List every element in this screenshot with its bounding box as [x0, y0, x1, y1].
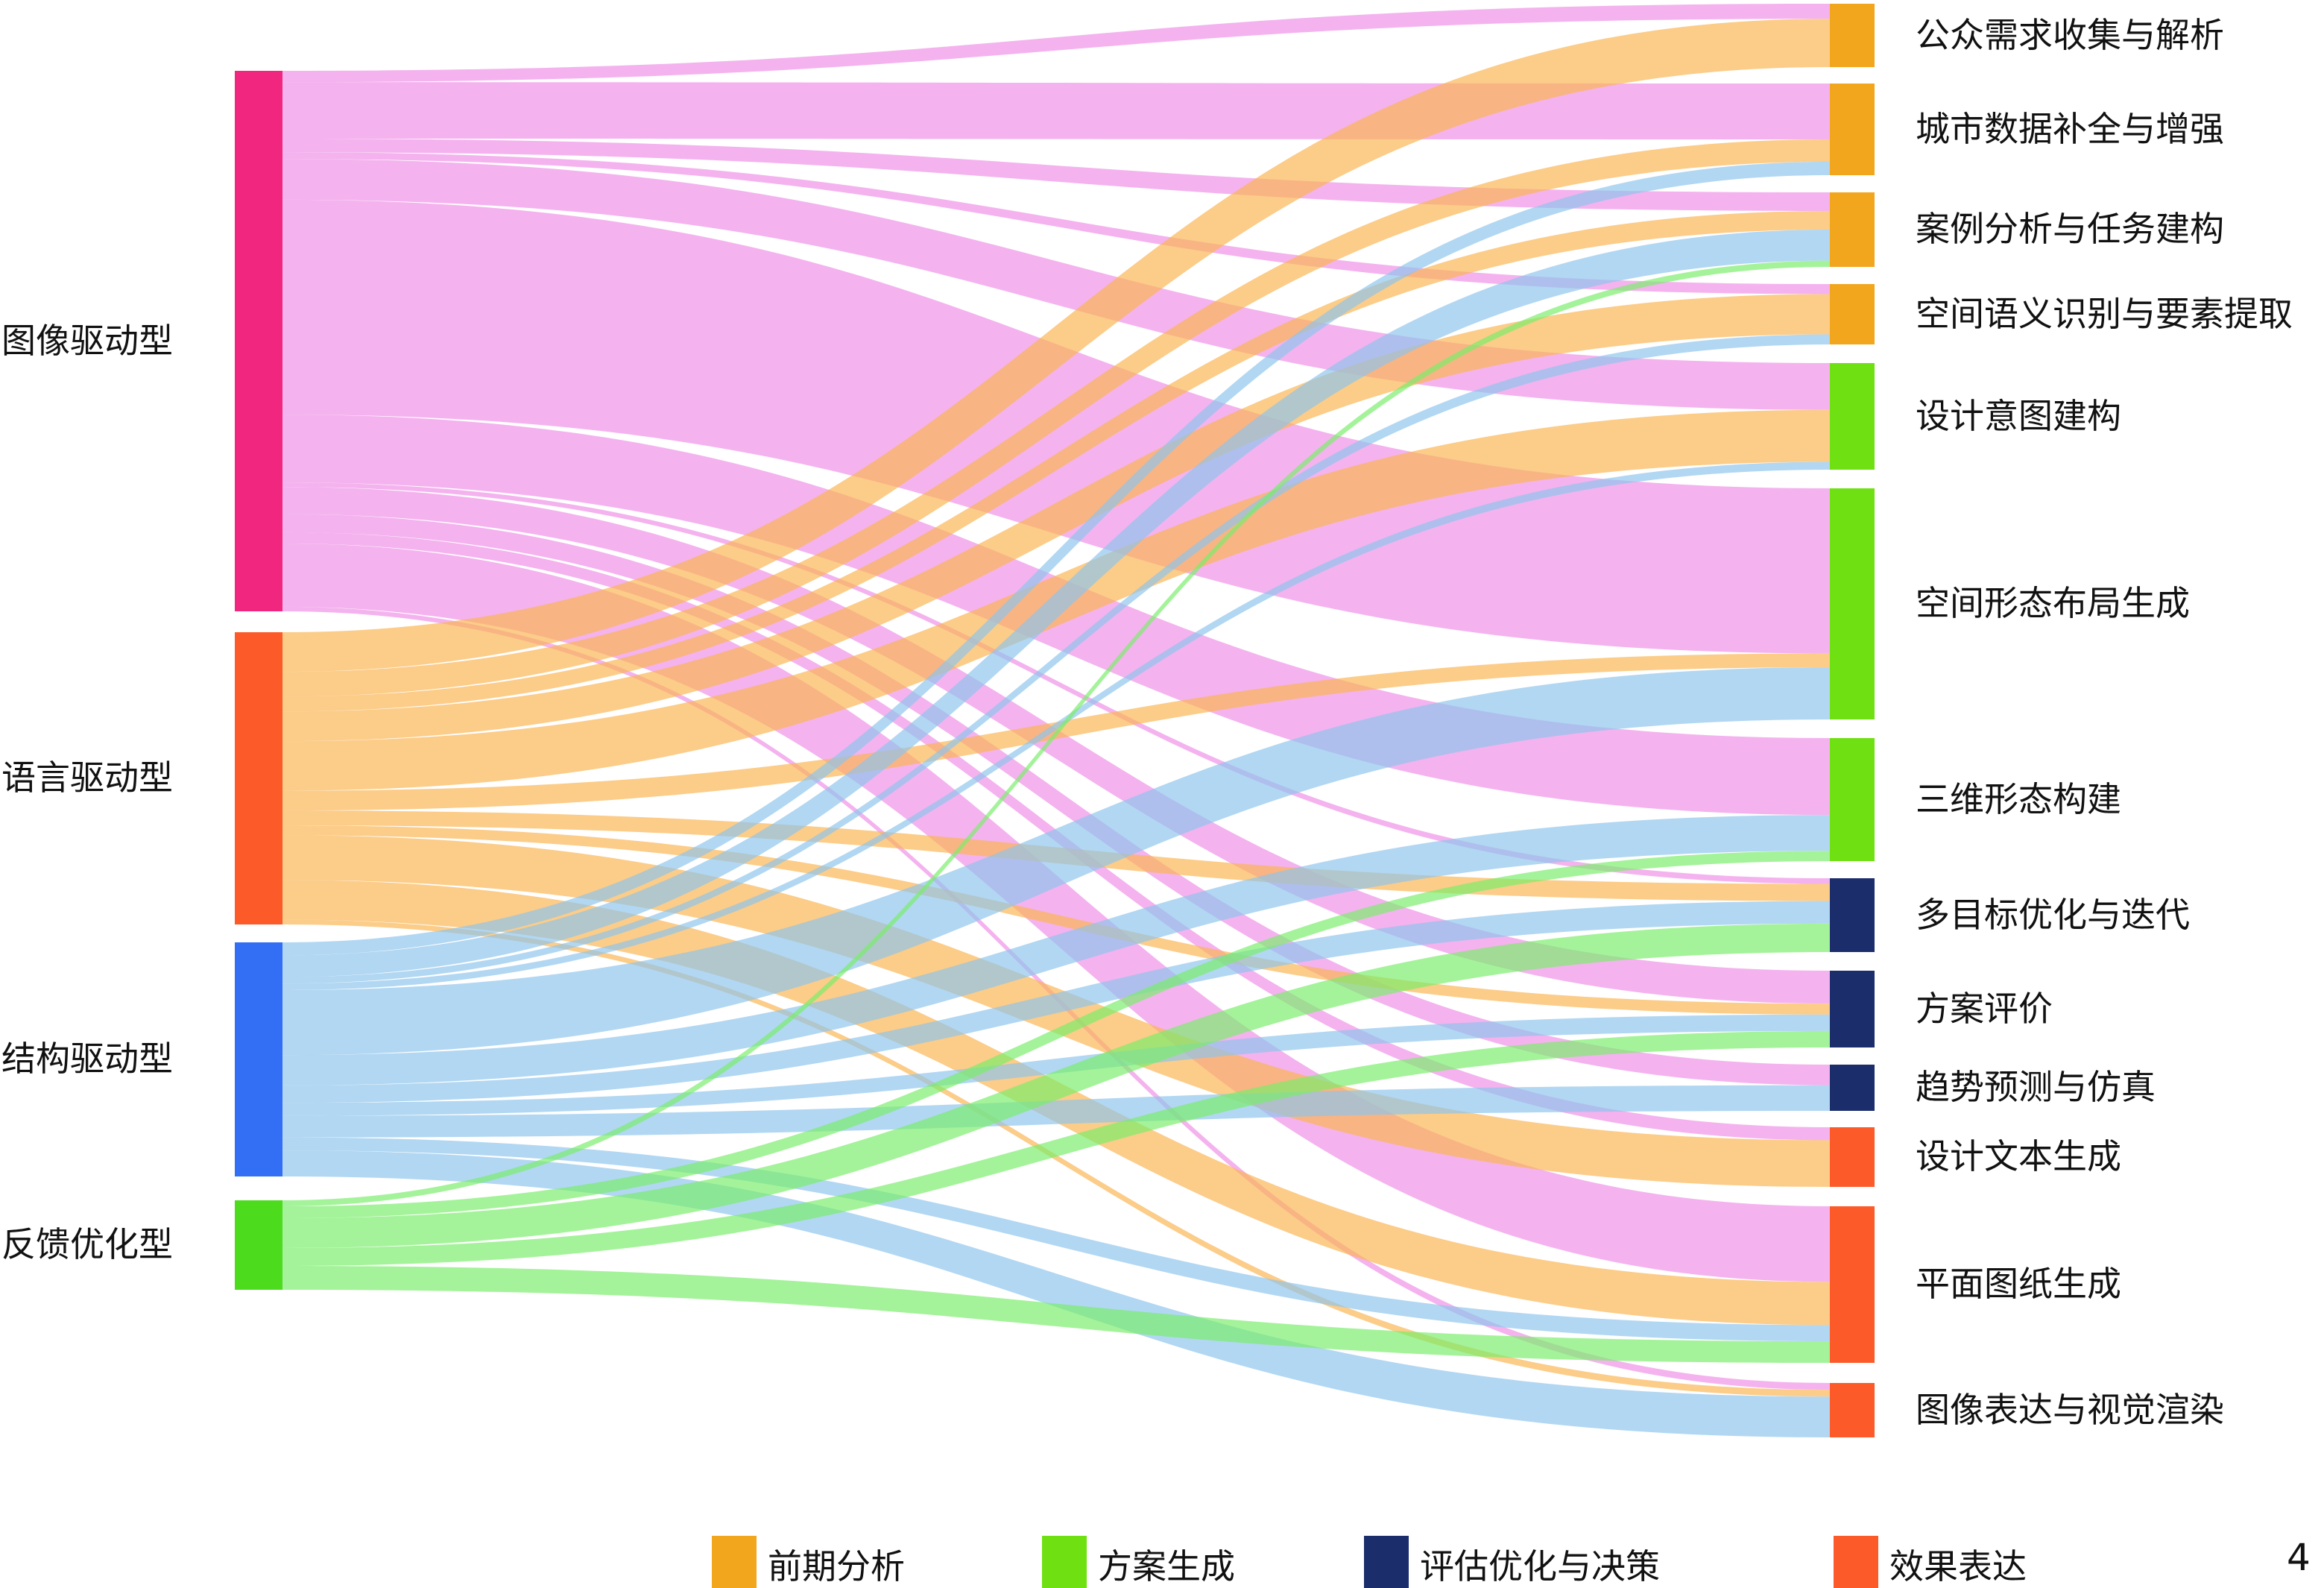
- link-img-t2: [282, 82, 1830, 139]
- source-label-struct: 结构驱动型: [1, 1039, 173, 1079]
- source-node-lang: [235, 632, 282, 924]
- target-node-t11: [1830, 1127, 1875, 1187]
- target-node-t12: [1830, 1206, 1875, 1363]
- link-fb-t12: [282, 1266, 1830, 1363]
- legend-label-1: 前期分析: [768, 1546, 905, 1587]
- target-node-t8: [1830, 878, 1875, 952]
- link-fb-t3: [282, 260, 1830, 1207]
- target-node-t4: [1830, 284, 1875, 344]
- link-struct-t2: [282, 162, 1830, 956]
- legend-label-2: 方案生成: [1098, 1546, 1235, 1587]
- link-fb-t8: [282, 923, 1830, 1248]
- target-label-t5: 设计意图建构: [1916, 395, 2121, 436]
- legend-swatch-3: [1364, 1536, 1409, 1588]
- link-img-t3: [282, 139, 1830, 211]
- legend-swatch-2: [1042, 1536, 1087, 1588]
- link-struct-t6: [282, 667, 1830, 1056]
- link-img-t4: [282, 152, 1830, 294]
- target-label-t10: 趋势预测与仿真: [1916, 1067, 2156, 1107]
- legend-label-3: 评估优化与决策: [1420, 1546, 1660, 1587]
- legend-swatch-1: [712, 1536, 757, 1588]
- link-struct-t12: [282, 1137, 1830, 1342]
- link-img-t9: [282, 487, 1830, 1004]
- link-struct-t7: [282, 815, 1830, 1086]
- link-lang-t3: [282, 211, 1830, 712]
- link-struct-t10: [282, 1085, 1830, 1138]
- link-struct-t3: [282, 230, 1830, 977]
- source-node-fb: [235, 1200, 282, 1290]
- link-struct-t5: [282, 461, 1830, 990]
- link-lang-t9: [282, 825, 1830, 1015]
- target-node-t7: [1830, 738, 1875, 861]
- target-label-t6: 空间形态布局生成: [1916, 583, 2190, 623]
- link-lang-t13: [282, 919, 1830, 1397]
- link-lang-t4: [282, 294, 1830, 742]
- target-label-t12: 平面图纸生成: [1916, 1264, 2121, 1304]
- link-struct-t4: [282, 334, 1830, 984]
- legend-label-4: 效果表达: [1889, 1546, 2027, 1587]
- sankey-nodes: [235, 4, 1875, 1437]
- target-label-t11: 设计文本生成: [1916, 1136, 2121, 1176]
- target-node-t2: [1830, 84, 1875, 175]
- source-node-img: [235, 71, 282, 611]
- target-label-t13: 图像表达与视觉渲染: [1916, 1389, 2224, 1430]
- link-img-t12: [282, 543, 1830, 1282]
- link-struct-t8: [282, 901, 1830, 1103]
- link-img-t8: [282, 482, 1830, 884]
- target-label-t9: 方案评价: [1916, 988, 2053, 1029]
- target-node-t9: [1830, 971, 1875, 1047]
- link-lang-t2: [282, 139, 1830, 697]
- link-fb-t9: [282, 1030, 1830, 1266]
- target-node-t3: [1830, 192, 1875, 267]
- source-label-lang: 语言驱动型: [1, 757, 173, 798]
- source-label-fb: 反馈优化型: [1, 1224, 173, 1264]
- page-number: 4: [2287, 1536, 2311, 1579]
- target-node-t1: [1830, 4, 1875, 67]
- legend-swatch-4: [1834, 1536, 1878, 1588]
- target-label-t4: 空间语义识别与要素提取: [1916, 293, 2293, 334]
- source-node-struct: [235, 942, 282, 1176]
- target-node-t6: [1830, 488, 1875, 719]
- source-label-img: 图像驱动型: [1, 320, 173, 361]
- target-label-t8: 多目标优化与迭代: [1916, 894, 2190, 935]
- link-img-t1: [282, 4, 1830, 83]
- link-struct-t13: [282, 1150, 1830, 1437]
- target-node-t5: [1830, 363, 1875, 470]
- sankey-links: [282, 4, 1830, 1437]
- link-lang-t1: [282, 19, 1830, 672]
- link-fb-t7: [282, 851, 1830, 1218]
- target-label-t1: 公众需求收集与解析: [1916, 14, 2224, 55]
- target-label-t7: 三维形态构建: [1916, 778, 2121, 819]
- link-img-t10: [282, 514, 1830, 1086]
- target-label-t3: 案例分析与任务建构: [1916, 209, 2224, 249]
- target-node-t10: [1830, 1065, 1875, 1111]
- target-label-t2: 城市数据补全与增强: [1916, 108, 2224, 149]
- link-struct-t9: [282, 1014, 1830, 1116]
- target-node-t13: [1830, 1383, 1875, 1437]
